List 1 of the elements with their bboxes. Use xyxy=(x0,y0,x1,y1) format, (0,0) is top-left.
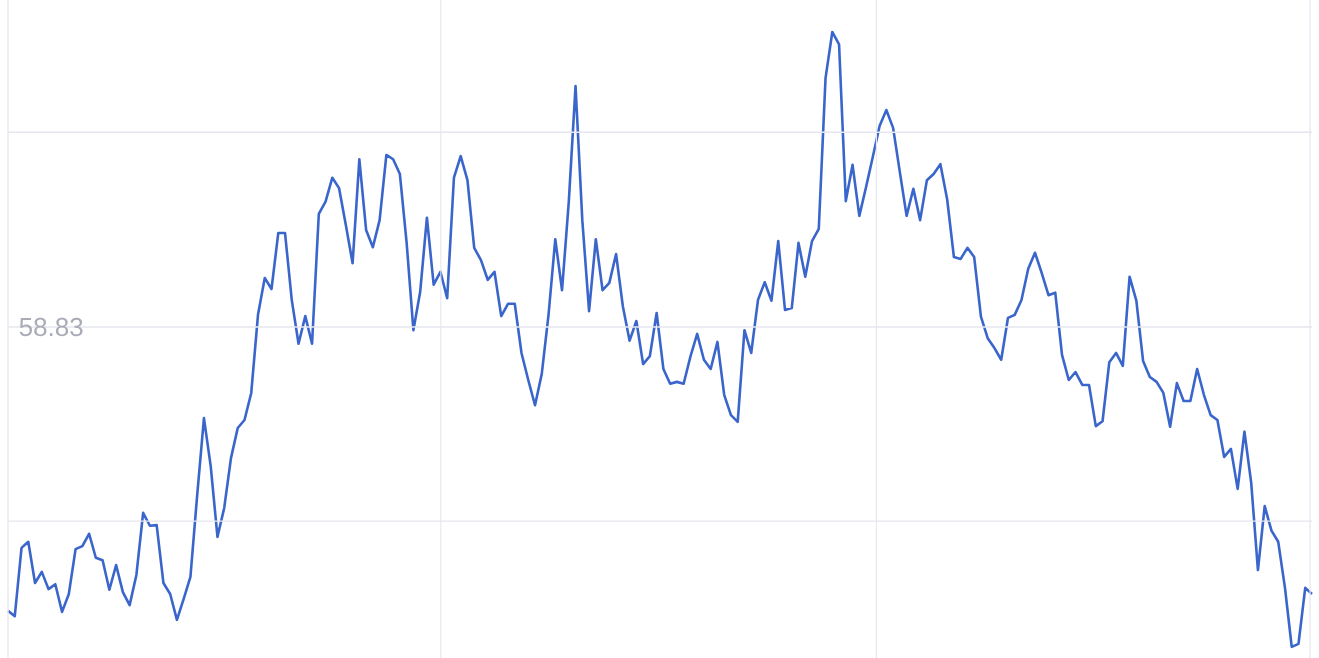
annotation: 58.83 xyxy=(19,317,83,337)
